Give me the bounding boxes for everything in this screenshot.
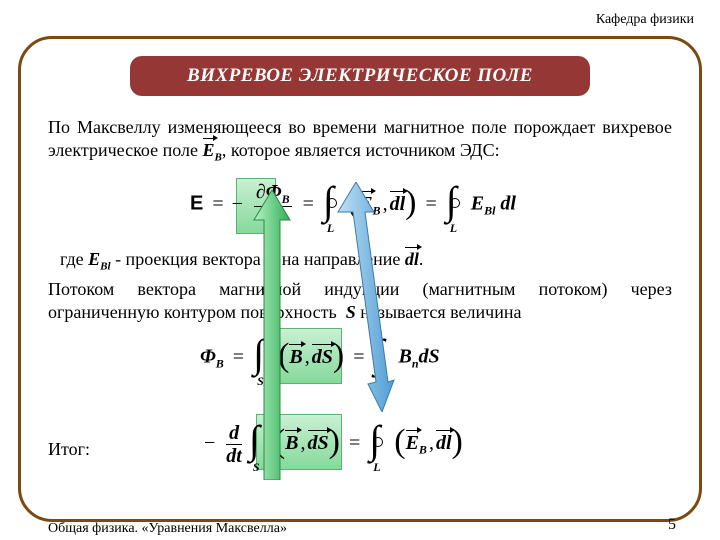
arrow-blue-double	[336, 182, 396, 412]
equation-flux: ΦB = ∫S (B,dS) = ∫S BndS	[200, 336, 440, 380]
title-banner: ВИХРЕВОЕ ЭЛЕКТРИЧЕСКОЕ ПОЛЕ	[130, 56, 590, 96]
page-number: 5	[668, 516, 676, 534]
department-label: Кафедра физики	[596, 12, 694, 28]
arrow-green-up	[252, 190, 292, 480]
paragraph-intro: По Максвеллу изменяющееся во времени маг…	[48, 116, 672, 165]
title-text: ВИХРЕВОЕ ЭЛЕКТРИЧЕСКОЕ ПОЛЕ	[187, 65, 533, 87]
equation-result: − d dt ∫S (B,dS) = ∫L (EB,dl)	[200, 422, 463, 466]
footer-left: Общая физика. «Уравнения Максвелла»	[48, 521, 287, 537]
label-itog: Итог:	[48, 438, 90, 461]
